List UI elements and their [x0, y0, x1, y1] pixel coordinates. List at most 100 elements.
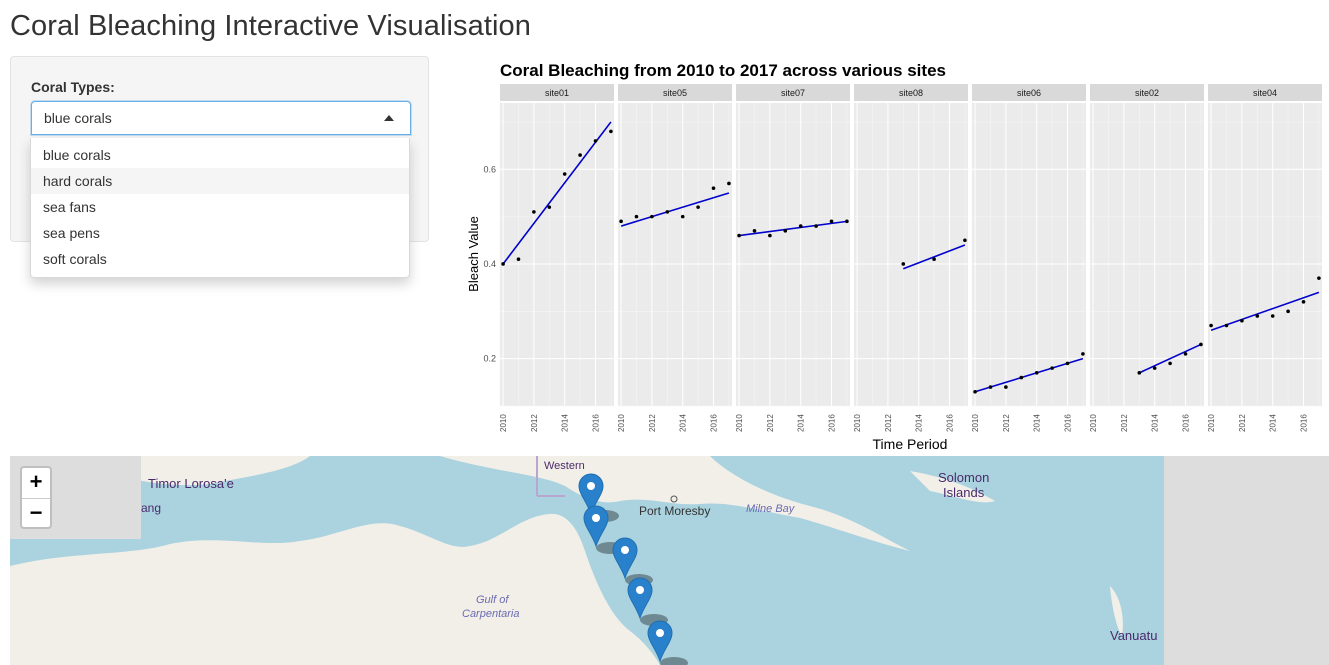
data-point [963, 238, 967, 243]
x-tick-label: 2010 [1089, 414, 1098, 432]
x-tick-label: 2012 [1002, 414, 1011, 432]
map-marker-icon[interactable] [627, 577, 653, 620]
x-tick-label: 2012 [1238, 414, 1247, 432]
map-label-western: Western [544, 460, 585, 472]
data-point [1255, 314, 1260, 318]
coral-option-soft-corals[interactable]: soft corals [43, 251, 107, 267]
data-point [1081, 352, 1085, 356]
data-point [1301, 300, 1306, 304]
x-tick-label: 2010 [1207, 414, 1216, 432]
data-point [593, 139, 598, 143]
marker-dot [621, 546, 629, 554]
x-tick-label: 2010 [499, 414, 508, 432]
page-title: Coral Bleaching Interactive Visualisatio… [10, 10, 532, 42]
city-dot [670, 495, 678, 503]
chart-title: Coral Bleaching from 2010 to 2017 across… [500, 61, 946, 80]
coral-site-map[interactable]: Timor Lorosa'e ang Western Port Moresby … [10, 456, 1164, 665]
data-point [1004, 385, 1008, 389]
x-tick-label: 2012 [766, 414, 775, 432]
x-tick-label: 2016 [592, 414, 601, 432]
facet-strip-label: site04 [1253, 88, 1277, 98]
data-point [609, 129, 613, 134]
map-marker-icon[interactable] [612, 537, 638, 580]
mainland-australia [10, 513, 660, 665]
facet-panel [618, 103, 732, 406]
y-tick-label: 0.2 [483, 354, 496, 364]
bleaching-chart: Coral Bleaching from 2010 to 2017 across… [460, 56, 1329, 454]
map-marker-icon[interactable] [583, 505, 609, 548]
data-point [665, 210, 670, 214]
x-tick-label: 2016 [1182, 414, 1191, 432]
papua-new-guinea [440, 456, 910, 551]
data-point [1286, 309, 1290, 314]
data-point [988, 385, 993, 389]
x-tick-label: 2012 [1120, 414, 1129, 432]
data-point [1152, 366, 1157, 370]
data-point [1317, 276, 1321, 280]
facet-strip [1090, 84, 1204, 101]
data-point [1019, 375, 1024, 380]
data-point [973, 389, 977, 394]
map-label-milne-bay: Milne Bay [746, 503, 795, 515]
map-label-gulf-of: Gulf of [476, 594, 509, 606]
data-point [768, 233, 772, 238]
facet-panel [736, 103, 850, 406]
coral-option-blue-corals[interactable]: blue corals [43, 147, 111, 163]
data-point [901, 262, 906, 266]
data-point [783, 229, 788, 233]
zoom-in-button[interactable]: + [29, 469, 43, 494]
coral-type-selected-value: blue corals [44, 110, 112, 126]
coral-option-sea-pens[interactable]: sea pens [43, 225, 100, 241]
coral-option-sea-fans[interactable]: sea fans [43, 199, 96, 215]
marker-dot [636, 586, 644, 594]
facet-strip [854, 84, 968, 101]
map-markers [578, 473, 688, 665]
trend-line [1138, 343, 1202, 374]
map-label-carpentaria: Carpentaria [462, 608, 520, 620]
x-tick-label: 2010 [617, 414, 626, 432]
x-tick-label: 2016 [1300, 414, 1309, 432]
map-zoom-control: + − [20, 466, 52, 529]
x-tick-label: 2014 [561, 414, 570, 432]
map-label-islands: Islands [943, 485, 985, 500]
facet-strip [736, 84, 850, 101]
marker-dot [656, 629, 664, 637]
data-point [501, 262, 505, 266]
y-tick-label: 0.6 [483, 164, 496, 174]
map-marker-icon[interactable] [578, 473, 604, 516]
facet-strip [500, 84, 614, 101]
caret-up-icon[interactable] [384, 115, 394, 121]
map-marker-icon[interactable] [647, 620, 673, 663]
map-label-timor: Timor Lorosa'e [148, 476, 234, 491]
data-point [711, 186, 716, 191]
coral-option-hard-corals[interactable]: hard corals [31, 168, 409, 194]
facet-strip-label: site06 [1017, 88, 1041, 98]
map-tiles[interactable] [10, 456, 1164, 665]
marker-dot [587, 482, 595, 490]
vanuatu-land [1110, 586, 1123, 636]
facet-panel [972, 103, 1086, 406]
trend-line [502, 121, 612, 265]
x-tick-label: 2014 [1269, 414, 1278, 432]
x-tick-label: 2016 [946, 414, 955, 432]
data-point [680, 214, 685, 219]
x-tick-label: 2012 [648, 414, 657, 432]
coral-type-dropdown: blue corals hard corals sea fans sea pen… [30, 138, 410, 278]
bleaching-chart-svg: Coral Bleaching from 2010 to 2017 across… [466, 61, 1322, 452]
data-point [547, 205, 552, 209]
facet-strip-label: site02 [1135, 88, 1159, 98]
y-tick-label: 0.4 [483, 259, 496, 269]
facet-panel [500, 103, 614, 406]
coral-type-select[interactable]: blue corals [31, 101, 411, 135]
data-point [516, 257, 521, 262]
zoom-out-button[interactable]: − [22, 498, 50, 528]
facet-panel [1090, 103, 1204, 406]
data-point [727, 181, 731, 186]
x-tick-label: 2014 [915, 414, 924, 432]
facet-strip-label: site08 [899, 88, 923, 98]
coral-types-label: Coral Types: [31, 79, 115, 95]
x-tick-label: 2016 [1064, 414, 1073, 432]
data-point [532, 210, 536, 214]
timor-land [110, 456, 310, 486]
data-point [1168, 361, 1172, 366]
